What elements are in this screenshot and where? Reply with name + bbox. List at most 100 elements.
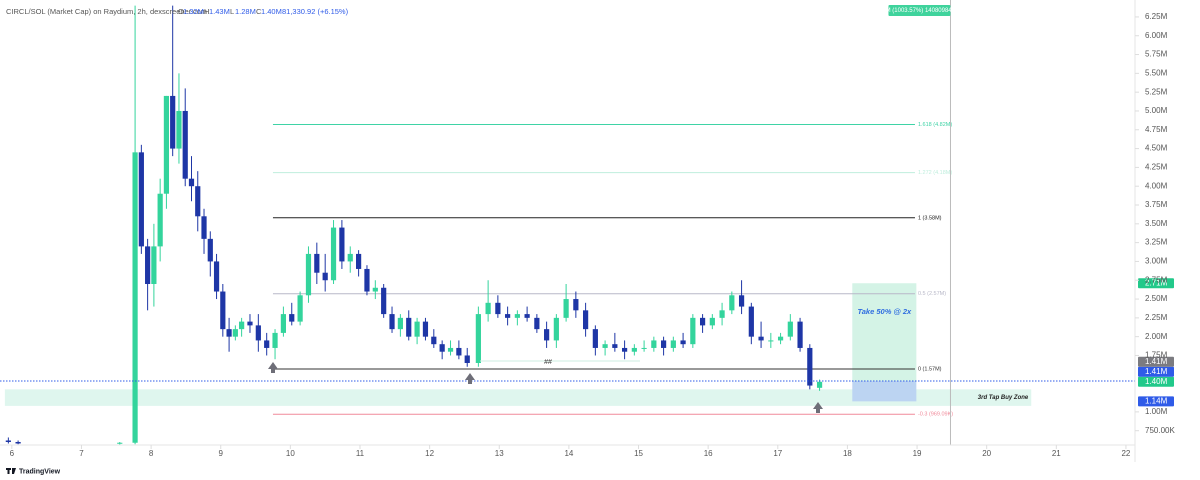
price-label-bg [1138,376,1174,387]
candle-body [247,321,253,326]
candle-body [364,268,370,292]
x-tick-label: 20 [982,449,991,458]
x-tick-label: 7 [79,449,84,458]
candle-body [330,227,337,281]
footer-bar [0,462,1200,480]
candle-body [431,336,437,345]
candle-body [680,340,686,345]
price-label: 1.14M [1145,396,1168,405]
candle-body [495,302,501,315]
y-tick-label: 4.00M [1145,181,1168,190]
candle-body [232,329,238,337]
ohlc-label: O [178,7,184,16]
x-tick-label: 9 [219,449,224,458]
stop-zone [852,381,917,402]
header-title: CIRCL/SOL (Market Cap) on Raydium, 2h, d… [6,7,207,16]
candle-body [389,314,395,330]
candle-body [372,287,378,292]
candle-body [563,299,569,318]
y-tick-label: 3.75M [1145,200,1168,209]
candle-body [272,332,278,348]
candle-body [583,310,589,330]
candle-body [188,178,195,187]
candle-body [157,193,163,247]
price-label-bg [1138,396,1174,407]
ohlc-label: C [256,7,262,16]
y-tick-label: 5.50M [1145,68,1168,77]
ohlc-label: L [230,7,234,16]
overlays: 14.080M (1003.57%) 14080984121704 1.14M 1.… [0,5,1174,407]
x-tick-label: 19 [913,449,922,458]
arrow [465,373,475,384]
candle-body [151,246,157,285]
y-tick-label: 2.00M [1145,332,1168,341]
candle-body [297,295,303,322]
ohlc-change: 81,330.92 (+6.15%) [282,7,349,16]
candle-body [289,314,295,322]
x-tick-label: 10 [286,449,295,458]
candle-body [406,317,412,337]
y-tick-label: 6.00M [1145,31,1168,40]
y-tick-label: 3.00M [1145,257,1168,266]
measure-label-bg [888,5,951,16]
candle-body [117,442,123,444]
position-label: Take 50% @ 2x [857,307,912,316]
candle-body [631,347,637,352]
y-tick-label: 6.25M [1145,12,1168,21]
candle-body [280,314,287,333]
candle-body [690,317,696,345]
candle-body [641,347,647,349]
candle-body [729,295,735,311]
y-tick-label: 5.00M [1145,106,1168,115]
x-tick-label: 11 [356,449,365,458]
x-tick-label: 12 [425,449,434,458]
candle-body [748,306,754,337]
ohlc-value: 1.32M [183,7,204,16]
candle-body [15,441,21,444]
candle-body [322,272,328,281]
candle-body [816,381,823,388]
candle-body [573,299,579,311]
y-tick-label: 2.75M [1145,275,1168,284]
y-tick-label: 4.25M [1145,163,1168,172]
price-label: 2.71M [1145,278,1168,287]
y-tick-label: 5.75M [1145,50,1168,59]
ohlc-value: 1.43M [209,7,230,16]
candle-body [660,340,667,348]
arrow [813,402,823,413]
y-tick-label: 4.75M [1145,125,1168,134]
candle-body [213,261,220,292]
measure-label: 14.080M (1003.57%) 14080984121704 [867,8,972,14]
y-tick-label: 3.25M [1145,238,1168,247]
price-label: 1.41M [1145,367,1168,376]
price-label: 1.41M [1145,357,1168,366]
candle-body [239,321,245,330]
candle-body [195,186,201,217]
fib-label: 1 (3.58M) [918,215,942,221]
candle-body [651,340,657,348]
candle-body [220,291,226,330]
x-tick-label: 22 [1121,449,1130,458]
ohlc-value: 1.40M [261,7,282,16]
candle-body [176,110,182,149]
x-tick-label: 15 [634,449,643,458]
candle-body [132,152,138,443]
x-tick-label: 8 [149,449,154,458]
candle-body [787,321,793,337]
candle-body [226,329,232,337]
candle-body [201,216,207,239]
candle-body [305,253,312,296]
annotation: ## [544,359,552,366]
candle-body [738,295,745,307]
candle-body [145,246,151,285]
y-tick-label: 750.00K [1145,426,1175,435]
candle-body [339,227,345,262]
logo [6,468,16,474]
header-ohlc: O 1.32M H 1.43M L 1.28M C 1.40M 81,330.92 (+6.15… [178,7,349,16]
y-tick-label: 3.50M [1145,219,1168,228]
candle-body [475,314,481,363]
candle-body [612,344,618,348]
candle-body [182,110,188,179]
y-tick-label: 2.25M [1145,313,1168,322]
